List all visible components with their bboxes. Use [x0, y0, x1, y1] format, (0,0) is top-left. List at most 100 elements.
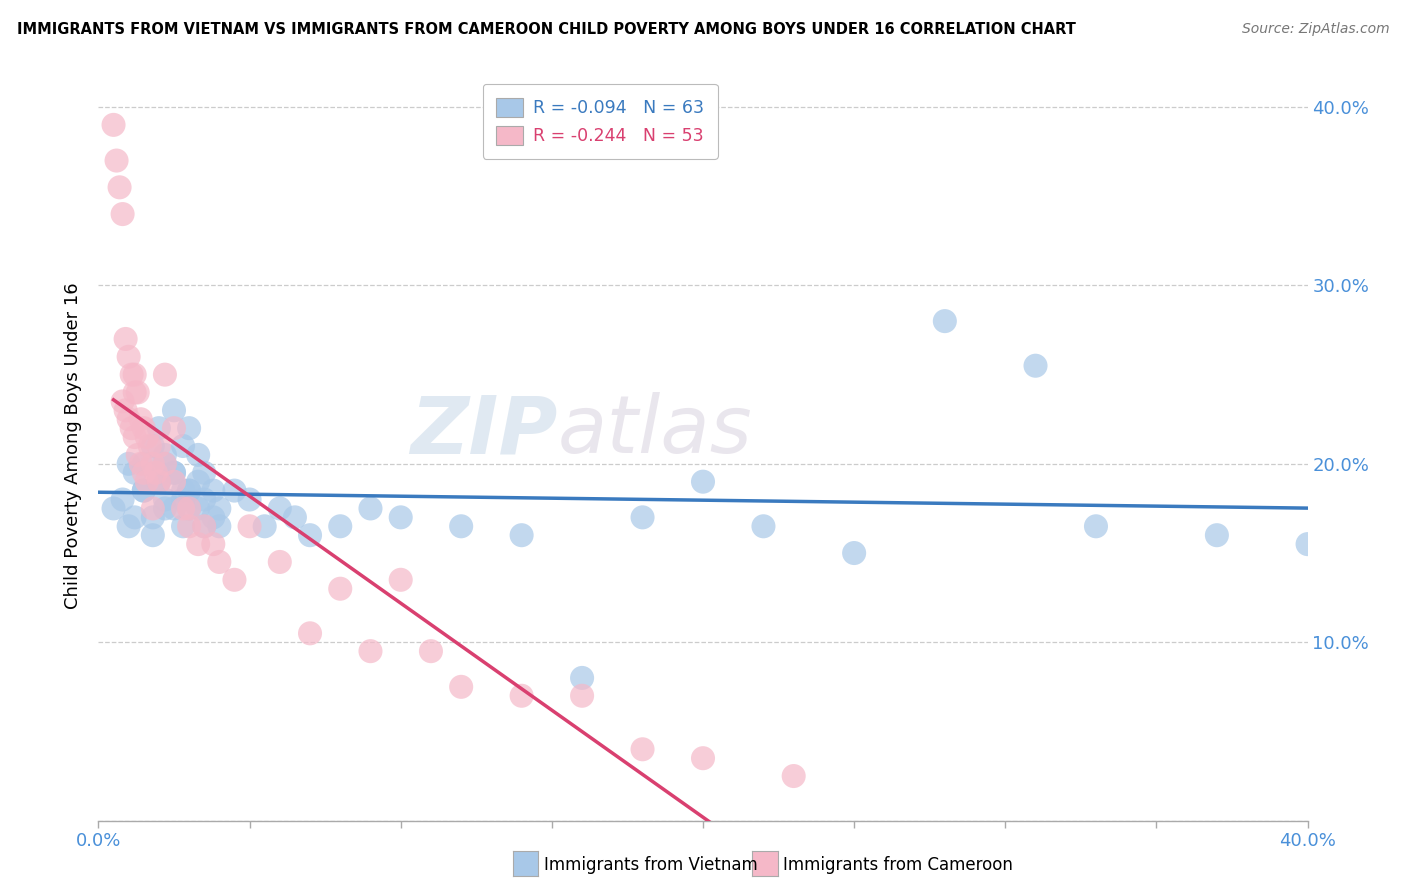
Point	[450, 680, 472, 694]
Point	[934, 314, 956, 328]
Point	[172, 501, 194, 516]
Point	[224, 483, 246, 498]
Y-axis label: Child Poverty Among Boys Under 16: Child Poverty Among Boys Under 16	[63, 283, 82, 609]
Point	[239, 519, 262, 533]
Point	[783, 769, 806, 783]
Point	[118, 519, 141, 533]
Point	[118, 412, 141, 426]
Point	[121, 368, 143, 382]
Point	[208, 519, 231, 533]
Point	[153, 492, 176, 507]
Point	[153, 457, 176, 471]
Point	[142, 457, 165, 471]
Point	[224, 573, 246, 587]
Text: Source: ZipAtlas.com: Source: ZipAtlas.com	[1241, 22, 1389, 37]
Point	[179, 483, 201, 498]
Point	[118, 457, 141, 471]
Point	[124, 368, 146, 382]
Point	[692, 475, 714, 489]
Point	[148, 475, 170, 489]
Point	[163, 466, 186, 480]
Point	[163, 501, 186, 516]
Point	[208, 501, 231, 516]
Point	[142, 528, 165, 542]
Point	[114, 403, 136, 417]
Point	[135, 430, 157, 444]
Point	[124, 385, 146, 400]
Text: Immigrants from Vietnam: Immigrants from Vietnam	[544, 856, 758, 874]
Point	[148, 475, 170, 489]
Point	[187, 501, 209, 516]
Point	[163, 403, 186, 417]
Point	[132, 457, 155, 471]
Point	[187, 537, 209, 551]
Point	[571, 671, 593, 685]
Point	[299, 626, 322, 640]
Point	[172, 492, 194, 507]
Text: IMMIGRANTS FROM VIETNAM VS IMMIGRANTS FROM CAMEROON CHILD POVERTY AMONG BOYS UND: IMMIGRANTS FROM VIETNAM VS IMMIGRANTS FR…	[17, 22, 1076, 37]
Point	[142, 510, 165, 524]
Point	[239, 492, 262, 507]
Point	[103, 118, 125, 132]
Point	[111, 394, 134, 409]
Point	[329, 582, 352, 596]
Point	[163, 475, 186, 489]
Legend: R = -0.094   N = 63, R = -0.244   N = 53: R = -0.094 N = 63, R = -0.244 N = 53	[482, 84, 718, 159]
Point	[202, 537, 225, 551]
Point	[193, 466, 215, 480]
Point	[132, 483, 155, 498]
Point	[752, 519, 775, 533]
Point	[631, 510, 654, 524]
Point	[1296, 537, 1319, 551]
Point	[179, 501, 201, 516]
Point	[153, 457, 176, 471]
Point	[163, 421, 186, 435]
Point	[142, 501, 165, 516]
Point	[118, 350, 141, 364]
Point	[420, 644, 443, 658]
Point	[571, 689, 593, 703]
Point	[1024, 359, 1046, 373]
Point	[111, 492, 134, 507]
Text: ZIP: ZIP	[411, 392, 558, 470]
Point	[360, 644, 382, 658]
Point	[148, 421, 170, 435]
Point	[179, 519, 201, 533]
Point	[299, 528, 322, 542]
Point	[132, 421, 155, 435]
Point	[510, 528, 533, 542]
Point	[139, 439, 162, 453]
Point	[103, 501, 125, 516]
Point	[631, 742, 654, 756]
Point	[124, 430, 146, 444]
Point	[148, 475, 170, 489]
Point	[145, 466, 167, 480]
Point	[193, 519, 215, 533]
Text: Immigrants from Cameroon: Immigrants from Cameroon	[783, 856, 1012, 874]
Point	[142, 439, 165, 453]
Point	[132, 466, 155, 480]
Point	[193, 519, 215, 533]
Point	[163, 466, 186, 480]
Point	[127, 385, 149, 400]
Point	[129, 412, 152, 426]
Point	[450, 519, 472, 533]
Point	[329, 519, 352, 533]
Point	[269, 555, 291, 569]
Point	[114, 332, 136, 346]
Point	[172, 439, 194, 453]
Point	[187, 448, 209, 462]
Point	[179, 421, 201, 435]
Point	[153, 501, 176, 516]
Point	[135, 475, 157, 489]
Point	[208, 555, 231, 569]
Point	[129, 457, 152, 471]
Point	[1085, 519, 1108, 533]
Point	[389, 573, 412, 587]
Point	[153, 368, 176, 382]
Point	[692, 751, 714, 765]
Point	[202, 510, 225, 524]
Text: atlas: atlas	[558, 392, 752, 470]
Point	[202, 483, 225, 498]
Point	[148, 439, 170, 453]
